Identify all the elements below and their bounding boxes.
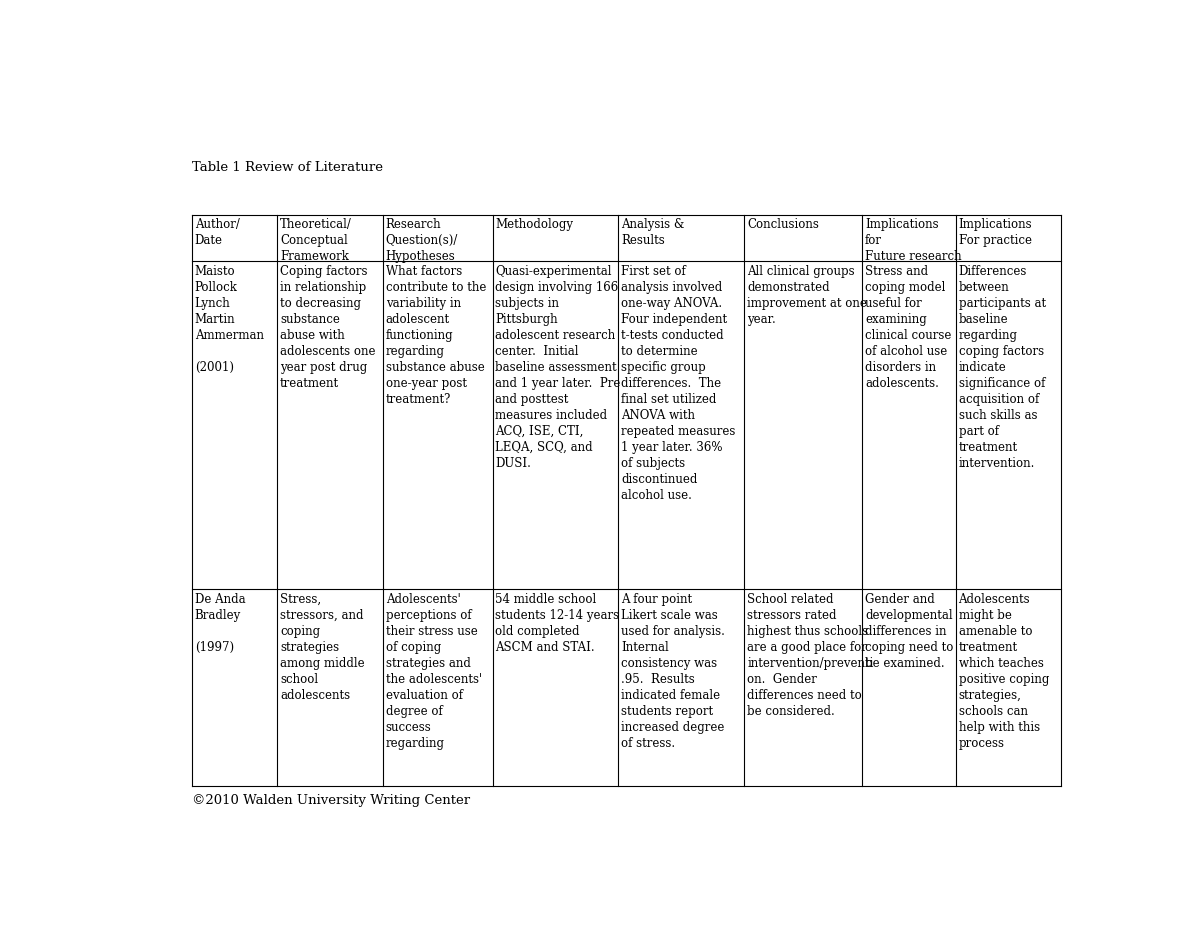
Text: School related
stressors rated
highest thus schools
are a good place for
interve: School related stressors rated highest t…: [748, 593, 874, 718]
Text: Implications
for
Future research: Implications for Future research: [865, 219, 961, 263]
Text: Stress and
coping model
useful for
examining
clinical course
of alcohol use
diso: Stress and coping model useful for exami…: [865, 265, 952, 389]
Text: Implications
For practice: Implications For practice: [959, 219, 1032, 248]
Text: Coping factors
in relationship
to decreasing
substance
abuse with
adolescents on: Coping factors in relationship to decrea…: [280, 265, 376, 389]
Text: What factors
contribute to the
variability in
adolescent
functioning
regarding
s: What factors contribute to the variabili…: [385, 265, 486, 406]
Text: Gender and
developmental
differences in
coping need to
be examined.: Gender and developmental differences in …: [865, 593, 954, 670]
Text: ©2010 Walden University Writing Center: ©2010 Walden University Writing Center: [192, 794, 470, 807]
Text: Stress,
stressors, and
coping
strategies
among middle
school
adolescents: Stress, stressors, and coping strategies…: [280, 593, 365, 702]
Text: Methodology: Methodology: [496, 219, 574, 232]
Text: De Anda
Bradley

(1997): De Anda Bradley (1997): [194, 593, 245, 654]
Text: Adolescents'
perceptions of
their stress use
of coping
strategies and
the adoles: Adolescents' perceptions of their stress…: [385, 593, 481, 750]
Text: A four point
Likert scale was
used for analysis.
Internal
consistency was
.95.  : A four point Likert scale was used for a…: [622, 593, 725, 750]
Text: Table 1 Review of Literature: Table 1 Review of Literature: [192, 161, 383, 174]
Text: All clinical groups
demonstrated
improvement at one
year.: All clinical groups demonstrated improve…: [748, 265, 868, 325]
Text: Analysis &
Results: Analysis & Results: [622, 219, 685, 248]
Text: Differences
between
participants at
baseline
regarding
coping factors
indicate
s: Differences between participants at base…: [959, 265, 1045, 470]
Text: 54 middle school
students 12-14 years
old completed
ASCM and STAI.: 54 middle school students 12-14 years ol…: [496, 593, 619, 654]
Text: Conclusions: Conclusions: [748, 219, 820, 232]
Text: Author/
Date: Author/ Date: [194, 219, 240, 248]
Text: First set of
analysis involved
one-way ANOVA.
Four independent
t-tests conducted: First set of analysis involved one-way A…: [622, 265, 736, 502]
Text: Adolescents
might be
amenable to
treatment
which teaches
positive coping
strateg: Adolescents might be amenable to treatme…: [959, 593, 1049, 750]
Text: Maisto
Pollock
Lynch
Martin
Ammerman

(2001): Maisto Pollock Lynch Martin Ammerman (20…: [194, 265, 264, 374]
Text: Research
Question(s)/
Hypotheses: Research Question(s)/ Hypotheses: [385, 219, 458, 263]
Text: Quasi-experimental
design involving 166
subjects in
Pittsburgh
adolescent resear: Quasi-experimental design involving 166 …: [496, 265, 620, 470]
Text: Theoretical/
Conceptual
Framework: Theoretical/ Conceptual Framework: [280, 219, 352, 263]
